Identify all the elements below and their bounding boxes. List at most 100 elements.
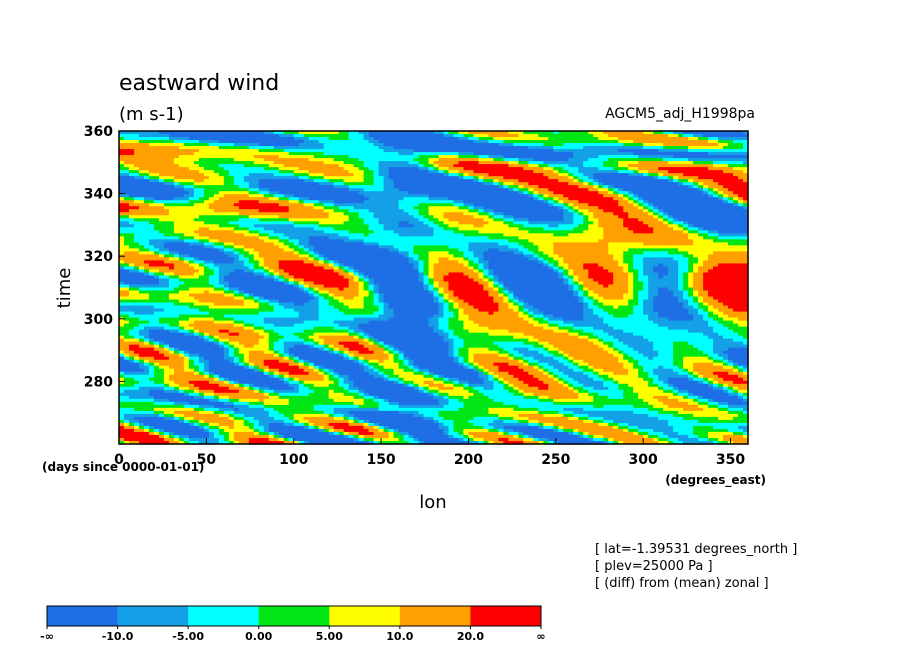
heat-cell <box>403 233 410 237</box>
heat-cell <box>623 143 629 147</box>
heat-cell <box>333 167 340 171</box>
heat-cell <box>348 191 355 195</box>
heat-cell <box>243 143 250 147</box>
heat-cell <box>163 221 170 225</box>
heat-cell <box>263 200 270 204</box>
heat-cell <box>138 179 145 183</box>
heat-cell <box>493 227 499 231</box>
heat-cell <box>478 167 485 171</box>
heat-cell <box>163 170 170 174</box>
heat-cell <box>603 173 609 177</box>
heat-cell <box>633 218 639 222</box>
heat-cell <box>323 140 330 144</box>
heat-cell <box>378 164 385 168</box>
heat-cell <box>673 236 679 240</box>
heat-cell <box>123 188 130 192</box>
heat-cell <box>293 161 300 165</box>
heat-cell <box>738 149 744 153</box>
heat-cell <box>408 164 415 168</box>
heat-cell <box>363 203 370 207</box>
heat-cell <box>548 242 554 246</box>
heat-cell <box>128 206 135 210</box>
heat-cell <box>563 233 569 237</box>
heat-cell <box>703 134 709 138</box>
heat-cell <box>723 203 729 207</box>
heat-cell <box>313 176 320 180</box>
heat-cell <box>583 167 589 171</box>
heat-cell <box>238 248 245 252</box>
heat-cell <box>483 149 490 153</box>
heat-cell <box>258 173 265 177</box>
heat-cell <box>158 245 165 249</box>
heat-cell <box>428 164 435 168</box>
heat-cell <box>743 146 749 150</box>
heat-cell <box>583 185 589 189</box>
heat-cell <box>183 182 190 186</box>
heat-cell <box>343 152 350 156</box>
heat-cell <box>133 131 140 135</box>
heat-cell <box>423 230 430 234</box>
heat-cell <box>563 176 569 180</box>
heat-cell <box>388 212 395 216</box>
heat-cell <box>633 149 639 153</box>
heat-cell <box>258 194 265 198</box>
heat-cell <box>563 137 569 141</box>
heat-cell <box>328 176 335 180</box>
heat-cell <box>388 173 395 177</box>
heat-cell <box>478 197 485 201</box>
heat-cell <box>688 152 694 156</box>
heat-cell <box>533 224 539 228</box>
heat-cell <box>473 221 480 225</box>
heat-cell <box>518 149 524 153</box>
heat-cell <box>448 242 455 246</box>
heat-cell <box>623 173 629 177</box>
heat-cell <box>728 191 734 195</box>
heat-cell <box>173 212 180 216</box>
heat-cell <box>333 155 340 159</box>
heat-cell <box>338 155 345 159</box>
heat-cell <box>493 137 499 141</box>
heat-cell <box>653 203 659 207</box>
heat-cell <box>128 140 135 144</box>
heat-cell <box>153 155 160 159</box>
heat-cell <box>119 170 125 174</box>
heat-cell <box>348 218 355 222</box>
heat-cell <box>503 155 509 159</box>
heat-cell <box>218 182 225 186</box>
heat-cell <box>228 218 235 222</box>
heat-cell <box>418 248 425 252</box>
heat-cell <box>143 248 150 252</box>
heat-cell <box>278 230 285 234</box>
heat-cell <box>308 242 315 246</box>
heat-cell <box>388 161 395 165</box>
heat-cell <box>668 236 674 240</box>
heat-cell <box>438 236 445 240</box>
heat-cell <box>458 248 465 252</box>
heat-cell <box>413 242 420 246</box>
heat-cell <box>288 215 295 219</box>
heat-cell <box>693 188 699 192</box>
heat-cell <box>408 200 415 204</box>
heat-cell <box>543 194 549 198</box>
heat-cell <box>263 233 270 237</box>
heat-cell <box>493 176 499 180</box>
heat-cell <box>128 197 135 201</box>
heat-cell <box>408 152 415 156</box>
heat-cell <box>178 173 185 177</box>
heat-cell <box>238 221 245 225</box>
heat-cell <box>398 170 405 174</box>
heat-cell <box>188 221 195 225</box>
heat-cell <box>453 158 460 162</box>
heat-cell <box>568 230 574 234</box>
heat-cell <box>718 131 724 135</box>
heat-cell <box>158 176 165 180</box>
heat-cell <box>688 131 694 135</box>
heat-cell <box>528 131 534 135</box>
heat-cell <box>608 185 614 189</box>
heat-cell <box>198 242 205 246</box>
heat-cell <box>733 176 739 180</box>
heat-cell <box>193 146 200 150</box>
heat-cell <box>258 146 265 150</box>
heat-cell <box>563 155 569 159</box>
heat-cell <box>238 170 245 174</box>
